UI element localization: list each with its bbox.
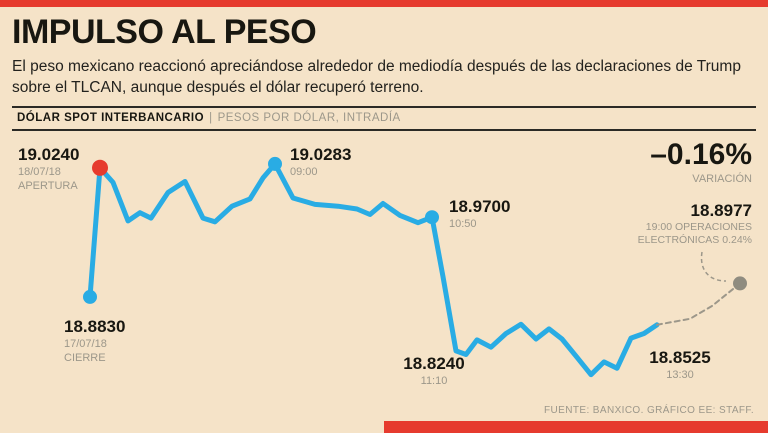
annotation-cierre: 18.8830 17/07/18 CIERRE bbox=[64, 317, 125, 365]
time-1050: 10:50 bbox=[449, 217, 477, 230]
series-intradia bbox=[87, 161, 660, 378]
annotation-peak: 19.0283 09:00 bbox=[290, 145, 351, 179]
time-1330: 13:30 bbox=[666, 368, 694, 381]
marker-cierre bbox=[83, 289, 97, 304]
marker-operaciones-electronicas bbox=[733, 276, 747, 291]
apertura-value: 19.0240 bbox=[18, 145, 80, 164]
intraday-line-chart bbox=[83, 156, 747, 378]
electronic-line1: 19:00 OPERACIONES bbox=[645, 220, 752, 233]
label-connector-line bbox=[700, 251, 727, 282]
chart-header: DÓLAR SPOT INTERBANCARIO | PESOS POR DÓLAR… bbox=[12, 106, 756, 131]
electronic-line2: ELECTRÓNICAS 0.24% bbox=[637, 234, 752, 247]
marker-maximo-0900 bbox=[268, 156, 282, 171]
marker-valor-1050 bbox=[425, 210, 439, 225]
variation-value: –0.16% bbox=[650, 138, 752, 171]
lead-paragraph: El peso mexicano reaccionó apreciándose … bbox=[12, 58, 741, 96]
annotation-apertura: 19.0240 18/07/18 APERTURA bbox=[18, 145, 79, 193]
apertura-date: 18/07/18 bbox=[18, 165, 61, 178]
annotation-variation: –0.16% VARIACIÓN bbox=[650, 140, 752, 186]
annotation-1110: 18.8240 11:10 bbox=[390, 354, 478, 388]
electronic-value: 18.8977 bbox=[690, 201, 752, 220]
chart-title: DÓLAR SPOT INTERBANCARIO bbox=[17, 112, 205, 124]
apertura-label: APERTURA bbox=[18, 179, 78, 192]
variation-label: VARIACIÓN bbox=[692, 173, 752, 185]
annotation-1050: 18.9700 10:50 bbox=[449, 197, 510, 231]
cierre-date: 17/07/18 bbox=[64, 337, 107, 350]
peak-time: 09:00 bbox=[290, 165, 318, 178]
source-credit: FUENTE: BANXICO. GRÁFICO EE: STAFF. bbox=[544, 405, 754, 416]
cierre-value: 18.8830 bbox=[64, 317, 126, 336]
value-1110: 18.8240 bbox=[403, 354, 465, 373]
time-1110: 11:10 bbox=[420, 374, 448, 387]
top-accent-bar bbox=[0, 0, 768, 7]
bottom-accent-bar bbox=[384, 421, 768, 433]
peak-value: 19.0283 bbox=[290, 145, 352, 164]
annotation-electronic: 18.8977 19:00 OPERACIONES ELECTRÓNICAS 0… bbox=[638, 201, 752, 248]
annotation-1330: 18.8525 13:30 bbox=[638, 348, 722, 382]
series-operaciones_electronicas bbox=[656, 282, 741, 326]
cierre-label: CIERRE bbox=[64, 351, 106, 364]
chart-header-separator: | bbox=[209, 112, 213, 124]
chart-subtitle: PESOS POR DÓLAR, INTRADÍA bbox=[217, 112, 401, 124]
value-1330: 18.8525 bbox=[649, 348, 711, 367]
marker-apertura bbox=[92, 159, 108, 176]
page-title: IMPULSO AL PESO bbox=[12, 13, 317, 51]
value-1050: 18.9700 bbox=[449, 197, 511, 216]
